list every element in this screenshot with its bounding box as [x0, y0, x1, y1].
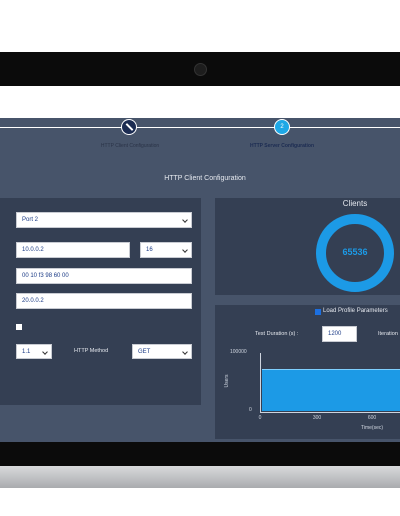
stepper-line [0, 127, 400, 128]
load-label: Load Profile Parameters [323, 308, 388, 314]
load-checkbox[interactable] [315, 309, 321, 315]
version-select[interactable]: 1.1 [16, 344, 52, 359]
step-label: HTTP Server Configuration [249, 143, 315, 149]
camera [194, 63, 207, 76]
step-icon[interactable] [121, 119, 137, 135]
y-tick-label: 100000 [230, 349, 247, 355]
load-area [262, 370, 400, 411]
laptop-base [0, 466, 400, 488]
mac-input[interactable]: 00 10 f3 98 60 00 [16, 268, 192, 284]
ip-input[interactable]: 10.0.0.2 [16, 242, 130, 258]
duration-label: Test Duration (s) : [255, 331, 299, 337]
page-title: HTTP Client Configuration [164, 175, 246, 182]
x-tick-label: 600 [367, 415, 377, 421]
clients-donut [316, 214, 394, 292]
method-select[interactable]: GET [132, 344, 192, 359]
y-axis [260, 353, 261, 413]
bottom-bezel [0, 442, 400, 466]
step-label: HTTP Client Configuration [100, 143, 160, 149]
duration-input[interactable]: 1200 [322, 326, 357, 342]
clients-count: 65536 [342, 247, 368, 257]
prefix-select[interactable]: 16 [140, 242, 192, 258]
gateway-input[interactable]: 20.0.0.2 [16, 293, 192, 309]
x-tick-label: 0 [258, 415, 262, 421]
y-axis-label: Users [224, 374, 230, 388]
iteration-label: Iteration [378, 331, 398, 337]
port-select[interactable]: Port 2 [16, 212, 192, 228]
method-label: HTTP Method [74, 348, 109, 354]
checkbox[interactable] [16, 324, 22, 330]
clients-title: Clients [342, 199, 368, 208]
step-number[interactable]: 2 [274, 119, 290, 135]
load-line [262, 369, 400, 370]
screen-top [0, 86, 400, 118]
y-tick-label: 0 [249, 407, 252, 413]
x-tick-label: 300 [312, 415, 322, 421]
x-axis [260, 412, 400, 413]
x-axis-label: Time(sec) [361, 425, 384, 431]
